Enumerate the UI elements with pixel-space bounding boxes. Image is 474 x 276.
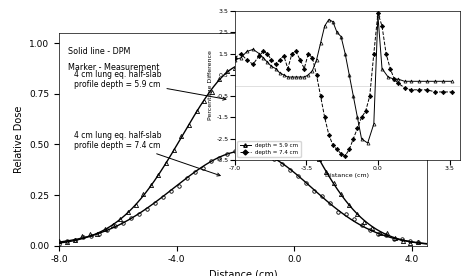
Text: 4 cm lung eq. half-slab
profile depth = 7.4 cm: 4 cm lung eq. half-slab profile depth = …: [74, 131, 220, 176]
Text: Solid line - DPM: Solid line - DPM: [68, 47, 130, 56]
Legend: depth = 5.9 cm, depth = 7.4 cm: depth = 5.9 cm, depth = 7.4 cm: [237, 141, 301, 157]
Y-axis label: Relative Dose: Relative Dose: [14, 106, 24, 173]
Y-axis label: Percentage Difference: Percentage Difference: [209, 51, 213, 121]
X-axis label: Distance (cm): Distance (cm): [209, 270, 277, 276]
Text: 4 cm lung eq. half-slab
profile depth = 5.9 cm: 4 cm lung eq. half-slab profile depth = …: [74, 70, 226, 100]
X-axis label: Distance (cm): Distance (cm): [325, 173, 369, 178]
Text: Marker - Measurement: Marker - Measurement: [68, 63, 159, 73]
